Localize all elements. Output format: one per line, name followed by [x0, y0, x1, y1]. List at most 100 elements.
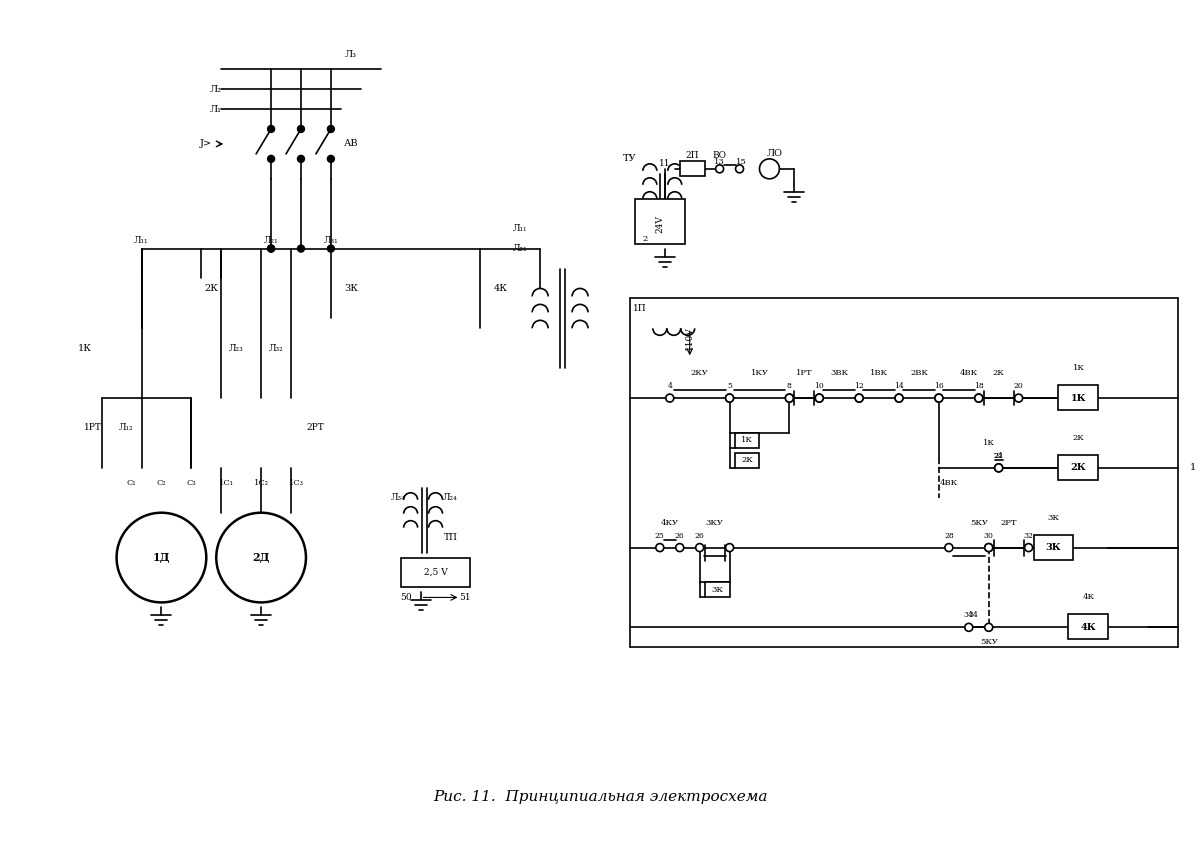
- Circle shape: [985, 623, 992, 631]
- Text: Л₂₁: Л₂₁: [512, 244, 528, 253]
- Text: Л₁₁: Л₁₁: [514, 224, 528, 233]
- Circle shape: [1015, 394, 1022, 402]
- Circle shape: [944, 544, 953, 551]
- Circle shape: [116, 513, 206, 602]
- Text: 4ВК: 4ВК: [940, 479, 958, 487]
- Text: 3К: 3К: [344, 284, 358, 293]
- Text: Л₁₁: Л₁₁: [134, 236, 149, 245]
- Circle shape: [785, 394, 793, 402]
- Text: 2РТ: 2РТ: [306, 423, 324, 432]
- Text: 34: 34: [964, 611, 973, 619]
- Text: АВ: АВ: [343, 139, 358, 148]
- Bar: [734, 433, 760, 448]
- Text: Л₃₄: Л₃₄: [391, 494, 406, 502]
- Circle shape: [985, 544, 992, 551]
- Circle shape: [726, 394, 733, 402]
- Circle shape: [965, 623, 973, 631]
- Text: 20: 20: [1014, 382, 1024, 390]
- Text: 4К: 4К: [1080, 622, 1097, 632]
- Circle shape: [974, 394, 983, 402]
- Circle shape: [268, 245, 275, 252]
- Text: 2ВК: 2ВК: [910, 369, 928, 377]
- Text: 12: 12: [854, 382, 864, 390]
- Circle shape: [268, 245, 275, 252]
- Circle shape: [815, 394, 823, 402]
- Text: Л₃: Л₃: [344, 50, 356, 59]
- Text: 2Д: 2Д: [252, 552, 270, 563]
- Text: С₂: С₂: [157, 479, 167, 487]
- Text: 22: 22: [994, 452, 1003, 460]
- Text: 2К: 2К: [1070, 463, 1086, 472]
- Text: 2К: 2К: [742, 456, 752, 465]
- Circle shape: [736, 165, 744, 173]
- Text: Рис. 11.  Принципиальная электросхема: Рис. 11. Принципиальная электросхема: [433, 789, 767, 804]
- Text: 14: 14: [894, 382, 904, 390]
- Text: 110V: 110V: [685, 326, 695, 350]
- Text: 1ВК: 1ВК: [870, 369, 888, 377]
- Bar: [704, 583, 730, 598]
- Text: 26: 26: [674, 532, 685, 539]
- Text: 3К: 3К: [1045, 543, 1061, 552]
- Text: 2: 2: [642, 235, 648, 243]
- Text: 16: 16: [934, 382, 943, 390]
- Text: Л₁₂: Л₁₂: [119, 423, 134, 432]
- Circle shape: [760, 159, 780, 179]
- Text: 24: 24: [994, 452, 1003, 460]
- Bar: [1058, 385, 1098, 410]
- Circle shape: [268, 155, 275, 162]
- Text: 1: 1: [1190, 463, 1196, 472]
- Text: ЛО: ЛО: [767, 149, 782, 159]
- Text: С₃: С₃: [186, 479, 196, 487]
- Text: 1РТ: 1РТ: [84, 423, 102, 432]
- Circle shape: [328, 245, 335, 252]
- Text: Л₂₄: Л₂₄: [443, 494, 458, 502]
- Circle shape: [696, 544, 703, 551]
- Text: 18: 18: [974, 382, 984, 390]
- Circle shape: [666, 394, 673, 402]
- Text: 3К: 3К: [1048, 514, 1060, 522]
- Text: 1К: 1К: [1070, 393, 1086, 403]
- Text: 1С₁: 1С₁: [218, 479, 234, 487]
- Circle shape: [985, 544, 992, 551]
- Text: 3КУ: 3КУ: [706, 519, 724, 527]
- Text: 3К: 3К: [712, 586, 724, 594]
- Text: 2КУ: 2КУ: [691, 369, 708, 377]
- Text: 1К: 1К: [1073, 364, 1085, 372]
- Text: 51: 51: [460, 593, 472, 602]
- Text: Л₃₁: Л₃₁: [324, 236, 338, 245]
- Text: 34: 34: [968, 611, 979, 619]
- Bar: [1068, 614, 1109, 639]
- Text: 1П: 1П: [634, 304, 647, 313]
- Text: 10: 10: [815, 382, 824, 390]
- Text: 5: 5: [727, 382, 732, 390]
- Text: 2К: 2К: [204, 284, 218, 293]
- Text: 5КУ: 5КУ: [979, 639, 997, 646]
- Circle shape: [935, 394, 943, 402]
- Circle shape: [676, 544, 684, 551]
- Text: 11: 11: [659, 159, 671, 169]
- Text: 4: 4: [667, 382, 672, 390]
- Circle shape: [656, 544, 664, 551]
- Circle shape: [895, 394, 904, 402]
- Text: 32: 32: [1024, 532, 1033, 539]
- Circle shape: [895, 394, 904, 402]
- Circle shape: [856, 394, 863, 402]
- Text: 15: 15: [736, 158, 746, 166]
- Text: 4К: 4К: [493, 284, 508, 293]
- Text: 1К: 1К: [983, 439, 995, 447]
- Text: 2П: 2П: [685, 152, 698, 160]
- Text: 1С₂: 1С₂: [253, 479, 269, 487]
- Text: ТУ: ТУ: [623, 154, 637, 164]
- Text: Л₂: Л₂: [209, 85, 221, 93]
- Text: 4КУ: 4КУ: [661, 519, 679, 527]
- Circle shape: [1025, 544, 1032, 551]
- Circle shape: [815, 394, 823, 402]
- Text: 1Д: 1Д: [152, 552, 170, 563]
- Circle shape: [995, 464, 1003, 471]
- Circle shape: [715, 165, 724, 173]
- Circle shape: [298, 155, 305, 162]
- Text: ВО: ВО: [713, 152, 727, 160]
- Bar: [401, 558, 470, 588]
- Text: 24V: 24V: [655, 215, 665, 232]
- Text: 5КУ: 5КУ: [970, 519, 988, 527]
